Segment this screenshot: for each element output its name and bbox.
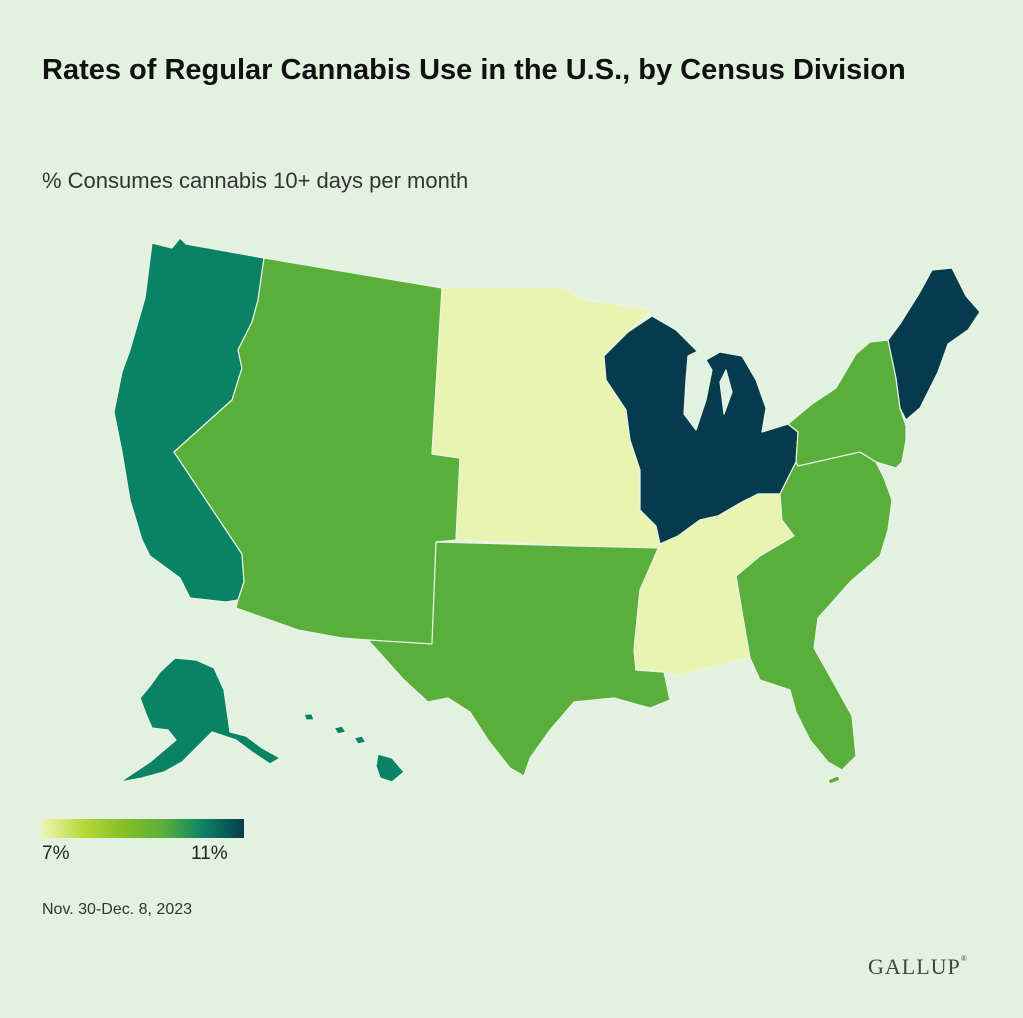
division-west-north-central	[431, 287, 661, 549]
division-south-atlantic-keys	[827, 775, 841, 785]
chart-subtitle: % Consumes cannabis 10+ days per month	[42, 168, 469, 193]
gallup-logo-text: GALLUP	[868, 954, 961, 979]
division-new-england	[887, 267, 981, 421]
survey-date: Nov. 30-Dec. 8, 2023	[42, 901, 193, 918]
division-pacific-alaska	[119, 657, 281, 783]
legend-max-label: 11%	[191, 843, 228, 864]
division-south-atlantic	[735, 451, 893, 771]
great-lakes	[683, 349, 733, 431]
legend-color-scale	[42, 819, 244, 838]
legend-min-label: 7%	[42, 843, 70, 864]
division-middle-atlantic	[787, 339, 907, 469]
chart-title: Rates of Regular Cannabis Use in the U.S…	[42, 54, 906, 86]
gallup-logo: GALLUP®	[868, 954, 968, 979]
division-pacific-hawaii	[303, 713, 405, 783]
